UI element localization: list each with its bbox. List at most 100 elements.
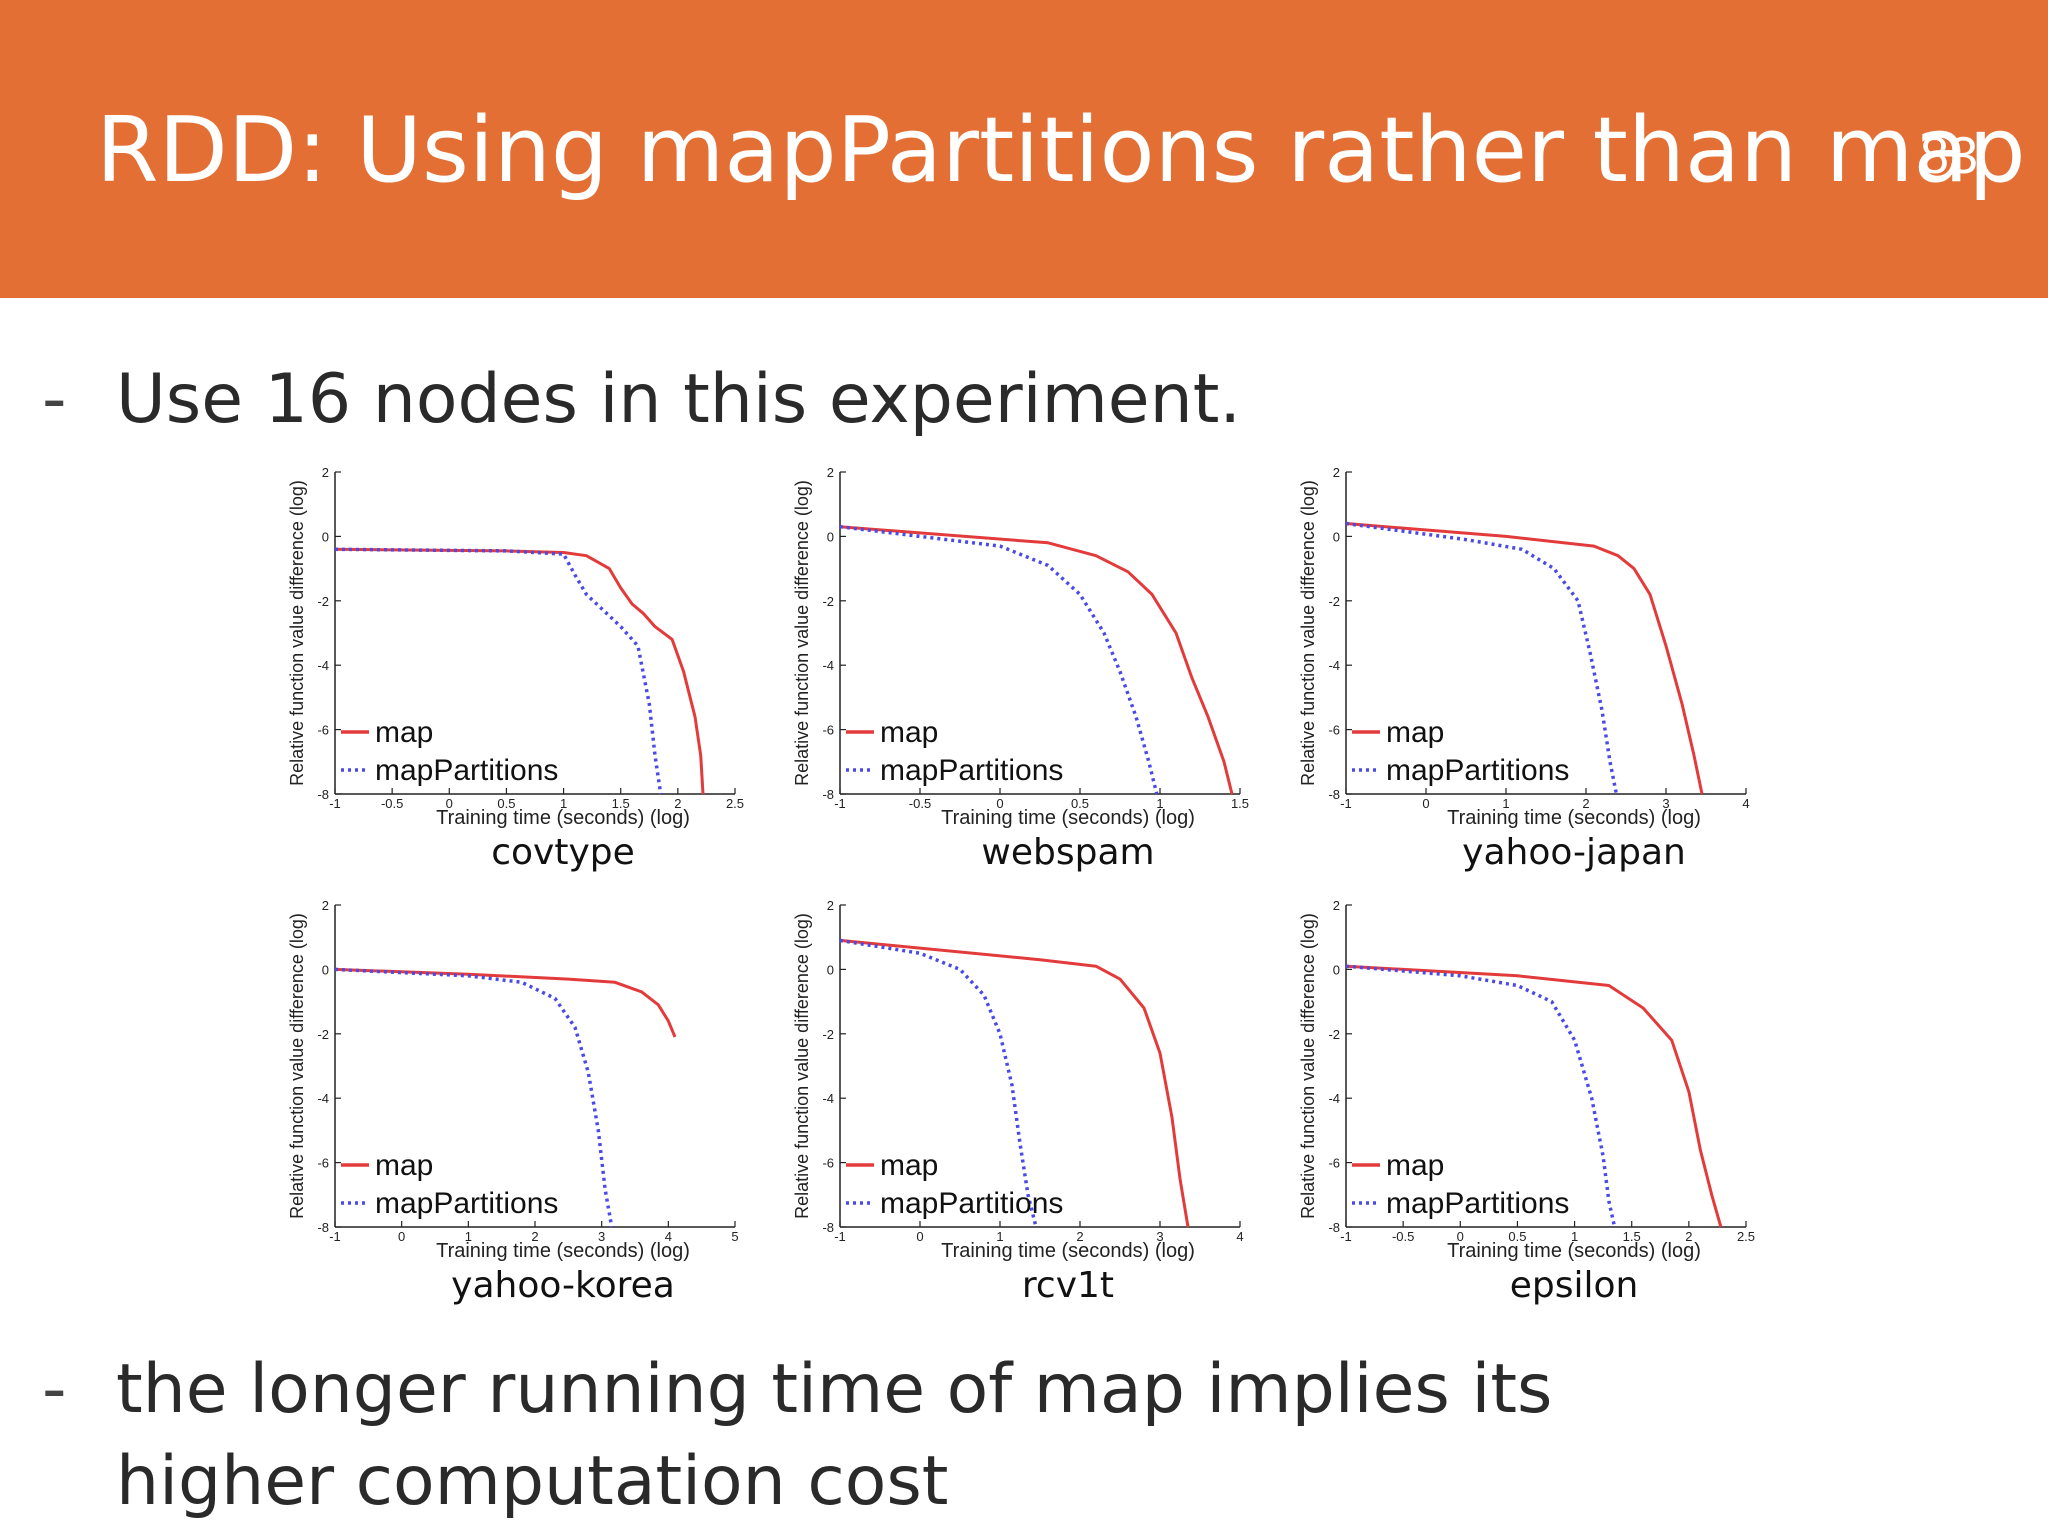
x-tick-label: 2 bbox=[1582, 796, 1589, 811]
x-tick-label: 3 bbox=[1156, 1229, 1163, 1244]
y-tick-label: 2 bbox=[322, 898, 329, 913]
x-tick-label: 0.5 bbox=[497, 796, 515, 811]
x-tick-label: 1 bbox=[465, 1229, 472, 1244]
x-tick-label: 1 bbox=[1502, 796, 1509, 811]
x-axis-label: Training time (seconds) (log) bbox=[941, 1240, 1195, 1262]
x-tick-label: 4 bbox=[1742, 796, 1749, 811]
y-tick-label: 0 bbox=[1333, 962, 1340, 977]
bullet-2: - the longer running time of map implies… bbox=[42, 1344, 1742, 1534]
y-tick-label: -8 bbox=[822, 787, 834, 802]
legend-label-mapPartitions: mapPartitions bbox=[1386, 1187, 1569, 1220]
x-tick-label: 0 bbox=[398, 1229, 405, 1244]
y-tick-label: -4 bbox=[1328, 1091, 1340, 1106]
series-line-map bbox=[334, 967, 677, 1038]
y-tick-label: 0 bbox=[322, 962, 329, 977]
y-tick-label: -8 bbox=[1328, 787, 1340, 802]
x-axis-label: Training time (seconds) (log) bbox=[436, 807, 690, 829]
series-line-mapPartitions bbox=[1345, 521, 1619, 795]
y-axis-label: Relative function value difference (log) bbox=[287, 913, 307, 1219]
legend-label-map: map bbox=[880, 1149, 938, 1182]
x-tick-label: -0.5 bbox=[1392, 1229, 1414, 1244]
legend-label-mapPartitions: mapPartitions bbox=[375, 754, 558, 787]
x-tick-label: 3 bbox=[1662, 796, 1669, 811]
y-tick-label: -2 bbox=[1328, 1027, 1340, 1042]
x-tick-label: -1 bbox=[834, 1229, 846, 1244]
x-tick-label: -1 bbox=[834, 796, 846, 811]
y-axis-label: Relative function value difference (log) bbox=[1298, 913, 1318, 1219]
bullet-marker: - bbox=[42, 360, 67, 439]
series-line-map bbox=[839, 938, 1190, 1228]
slide-title: RDD: Using mapPartitions rather than map bbox=[96, 98, 2026, 203]
chart-title: rcv1t bbox=[1022, 1265, 1114, 1306]
y-tick-label: -2 bbox=[1328, 594, 1340, 609]
legend-label-map: map bbox=[1386, 1149, 1444, 1182]
x-tick-label: 0 bbox=[1457, 1229, 1464, 1244]
bullet-marker: - bbox=[42, 1350, 67, 1429]
y-tick-label: -2 bbox=[822, 594, 834, 609]
x-tick-label: 0 bbox=[916, 1229, 923, 1244]
chart-title: covtype bbox=[491, 832, 635, 873]
bullet-1: - Use 16 nodes in this experiment. bbox=[42, 354, 1242, 446]
x-tick-label: 1 bbox=[1156, 796, 1163, 811]
legend-label-mapPartitions: mapPartitions bbox=[880, 1187, 1063, 1220]
x-tick-label: 4 bbox=[1236, 1229, 1243, 1244]
chart-rcv1t: -8 -6 -4 -2 0 2 -1 0 1 2 3 4 Training time (seconds)… bbox=[792, 898, 1244, 1306]
y-tick-label: 2 bbox=[1333, 465, 1340, 480]
y-tick-label: -6 bbox=[317, 723, 329, 738]
x-tick-label: -1 bbox=[1340, 796, 1352, 811]
y-tick-label: -6 bbox=[822, 1156, 834, 1171]
y-tick-label: -2 bbox=[822, 1027, 834, 1042]
x-tick-label: 2.5 bbox=[1737, 1229, 1755, 1244]
x-tick-label: -1 bbox=[1340, 1229, 1352, 1244]
x-tick-label: 2 bbox=[674, 796, 681, 811]
chart-title: webspam bbox=[981, 832, 1154, 873]
x-tick-label: 0.5 bbox=[1508, 1229, 1526, 1244]
title-bar: RDD: Using mapPartitions rather than map… bbox=[0, 0, 2048, 298]
bullet-text: the longer running time of map implies i… bbox=[116, 1350, 1553, 1521]
x-tick-label: -1 bbox=[329, 1229, 341, 1244]
y-tick-label: -8 bbox=[1328, 1220, 1340, 1235]
y-axis-label: Relative function value difference (log) bbox=[792, 480, 812, 786]
chart-title: yahoo-korea bbox=[451, 1265, 675, 1306]
series-line-map bbox=[1345, 964, 1723, 1228]
y-tick-label: -4 bbox=[822, 1091, 834, 1106]
legend-label-mapPartitions: mapPartitions bbox=[375, 1187, 558, 1220]
x-tick-label: 1.5 bbox=[612, 796, 630, 811]
x-tick-label: 1 bbox=[560, 796, 567, 811]
y-tick-label: 2 bbox=[827, 898, 834, 913]
x-tick-label: 2 bbox=[1685, 1229, 1692, 1244]
y-tick-label: -8 bbox=[317, 787, 329, 802]
series-line-mapPartitions bbox=[334, 967, 614, 1228]
chart-epsilon: -8 -6 -4 -2 0 2 -1 -0.5 0 0.5 1 1.5 2 2.5 Training tim… bbox=[1298, 898, 1755, 1306]
series-line-mapPartitions bbox=[1345, 964, 1617, 1228]
y-tick-label: -6 bbox=[1328, 1156, 1340, 1171]
chart-covtype: -8 -6 -4 -2 0 2 -1 -0.5 0 0.5 1 1.5 2 2.5 Training tim… bbox=[287, 465, 744, 873]
x-tick-label: 1.5 bbox=[1231, 796, 1249, 811]
x-tick-label: 0 bbox=[996, 796, 1003, 811]
y-tick-label: -4 bbox=[1328, 658, 1340, 673]
legend-label-map: map bbox=[375, 1149, 433, 1182]
series-line-map bbox=[1345, 522, 1704, 795]
legend-label-mapPartitions: mapPartitions bbox=[1386, 754, 1569, 787]
y-tick-label: 2 bbox=[322, 465, 329, 480]
legend-label-map: map bbox=[880, 716, 938, 749]
x-tick-label: 1 bbox=[996, 1229, 1003, 1244]
x-tick-label: 0.5 bbox=[1071, 796, 1089, 811]
series-line-mapPartitions bbox=[839, 524, 1159, 795]
y-tick-label: 0 bbox=[827, 529, 834, 544]
series-line-map bbox=[839, 525, 1234, 795]
x-tick-label: 4 bbox=[665, 1229, 672, 1244]
y-tick-label: 2 bbox=[1333, 898, 1340, 913]
legend-label-map: map bbox=[375, 716, 433, 749]
chart-webspam: -8 -6 -4 -2 0 2 -1 -0.5 0 0.5 1 1.5 Training time (s… bbox=[792, 465, 1249, 873]
bullet-text: Use 16 nodes in this experiment. bbox=[116, 360, 1242, 439]
y-tick-label: 2 bbox=[827, 465, 834, 480]
x-tick-label: -1 bbox=[329, 796, 341, 811]
legend-label-mapPartitions: mapPartitions bbox=[880, 754, 1063, 787]
x-axis-label: Training time (seconds) (log) bbox=[1447, 1240, 1701, 1262]
y-tick-label: -6 bbox=[1328, 723, 1340, 738]
chart-title: epsilon bbox=[1510, 1265, 1639, 1306]
chart-title: yahoo-japan bbox=[1462, 832, 1686, 873]
x-tick-label: 1.5 bbox=[1623, 1229, 1641, 1244]
